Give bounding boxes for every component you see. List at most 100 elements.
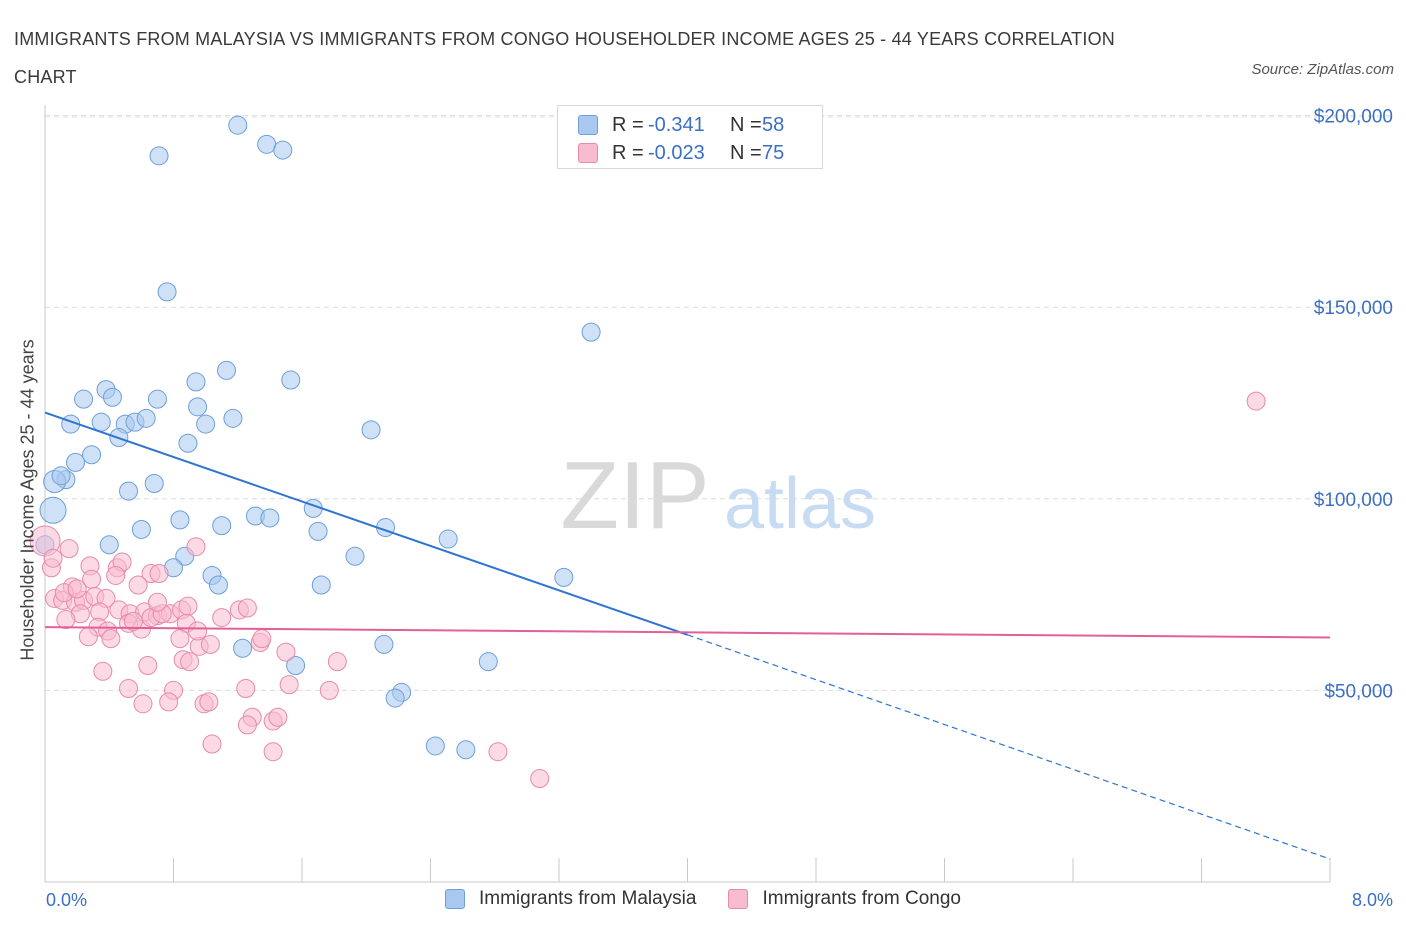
point-congo [279,675,299,695]
n-value: 75 [762,141,785,164]
point-malaysia [188,397,208,417]
point-malaysia [149,146,169,166]
legend-label-malaysia: Immigrants from Malaysia [478,888,697,909]
point-congo [133,694,153,714]
y-tick-label: $50,000 [1324,681,1393,702]
point-congo [199,692,219,712]
point-malaysia [228,115,248,135]
point-malaysia [554,567,574,587]
point-congo [67,579,87,599]
legend-row-malaysia: R = -0.341 N = 58 [578,112,784,138]
point-congo [236,678,256,698]
n-label: N = [730,141,762,164]
point-malaysia [425,736,445,756]
point-malaysia [311,575,331,595]
point-malaysia [286,655,306,675]
point-congo [186,537,206,557]
point-malaysia [178,433,198,453]
point-malaysia [374,634,394,654]
watermark-atlas: atlas [724,464,876,544]
point-congo [237,715,257,735]
point-malaysia [147,389,167,409]
point-congo [268,707,288,727]
r-value: -0.023 [648,141,705,164]
point-congo [276,642,296,662]
point-congo [56,610,76,630]
legend-item-malaysia[interactable]: Immigrants from Malaysia [444,888,697,910]
y-tick-label: $200,000 [1314,107,1393,128]
source-label: Source: ZipAtlas.com [1251,61,1394,78]
legend-swatch-congo [728,889,749,909]
point-congo [147,592,167,612]
point-congo [106,565,126,585]
point-malaysia [131,519,151,539]
point-malaysia [51,466,71,486]
point-malaysia [438,529,458,549]
point-malaysia [196,414,216,434]
point-malaysia [361,420,381,440]
point-congo [252,629,272,649]
point-malaysia [223,408,243,428]
point-congo [530,769,550,789]
point-congo [123,611,143,631]
point-congo [159,692,179,712]
point-congo [1246,391,1266,411]
y-tick-labels: $50,000 $100,000 $150,000 $200,000 [1314,107,1393,703]
series-legend: Immigrants from Malaysia Immigrants from… [0,888,1406,910]
point-malaysia [257,134,277,154]
point-congo [188,621,208,641]
point-malaysia [260,508,280,528]
point-malaysia [212,516,232,536]
point-malaysia [74,389,94,409]
point-congo [93,661,113,681]
chart-title: IMMIGRANTS FROM MALAYSIA VS IMMIGRANTS F… [14,29,1115,87]
point-malaysia [136,408,156,428]
point-congo [212,608,232,628]
point-malaysia [186,372,206,392]
point-malaysia [82,445,102,465]
axes [44,105,1331,883]
point-congo [178,596,198,616]
stats-legend: R = -0.341 N = 58 R = -0.023 N = 75 [557,105,823,169]
point-malaysia [456,740,476,760]
r-label: R = [612,113,644,136]
point-congo [78,627,98,647]
x-tick-max: 8.0% [1351,890,1393,910]
n-value: 58 [762,113,785,136]
point-malaysia [581,322,601,342]
point-malaysia [478,652,498,672]
point-congo [170,629,190,649]
watermark: ZIP atlas [560,442,876,549]
point-congo [180,652,200,672]
y-tick-label: $100,000 [1314,490,1393,511]
point-malaysia [208,575,228,595]
watermark-zip: ZIP [560,442,709,549]
point-congo [43,548,63,568]
point-malaysia [119,481,139,501]
trend-lines [44,411,1331,860]
point-malaysia [308,521,328,541]
y-axis-label: Householder Income Ages 25 - 44 years [17,339,38,661]
legend-item-congo[interactable]: Immigrants from Congo [728,888,961,910]
data-points [29,115,1266,789]
point-malaysia [144,473,164,493]
point-malaysia [281,370,301,390]
point-congo [202,734,222,754]
gridlines [45,115,1390,691]
legend-swatch-malaysia [578,115,598,135]
point-congo [488,742,508,762]
trend-line-congo [44,626,1331,639]
trend-line-malaysia-extension [687,634,1331,860]
point-congo [319,680,339,700]
point-malaysia [273,140,293,160]
point-congo [101,629,121,649]
legend-swatch-malaysia [444,889,465,909]
point-congo [237,598,257,618]
point-congo [200,634,220,654]
point-congo [128,575,148,595]
point-malaysia [345,546,365,566]
point-malaysia [385,688,405,708]
point-malaysia [102,387,122,407]
point-malaysia [99,535,119,555]
